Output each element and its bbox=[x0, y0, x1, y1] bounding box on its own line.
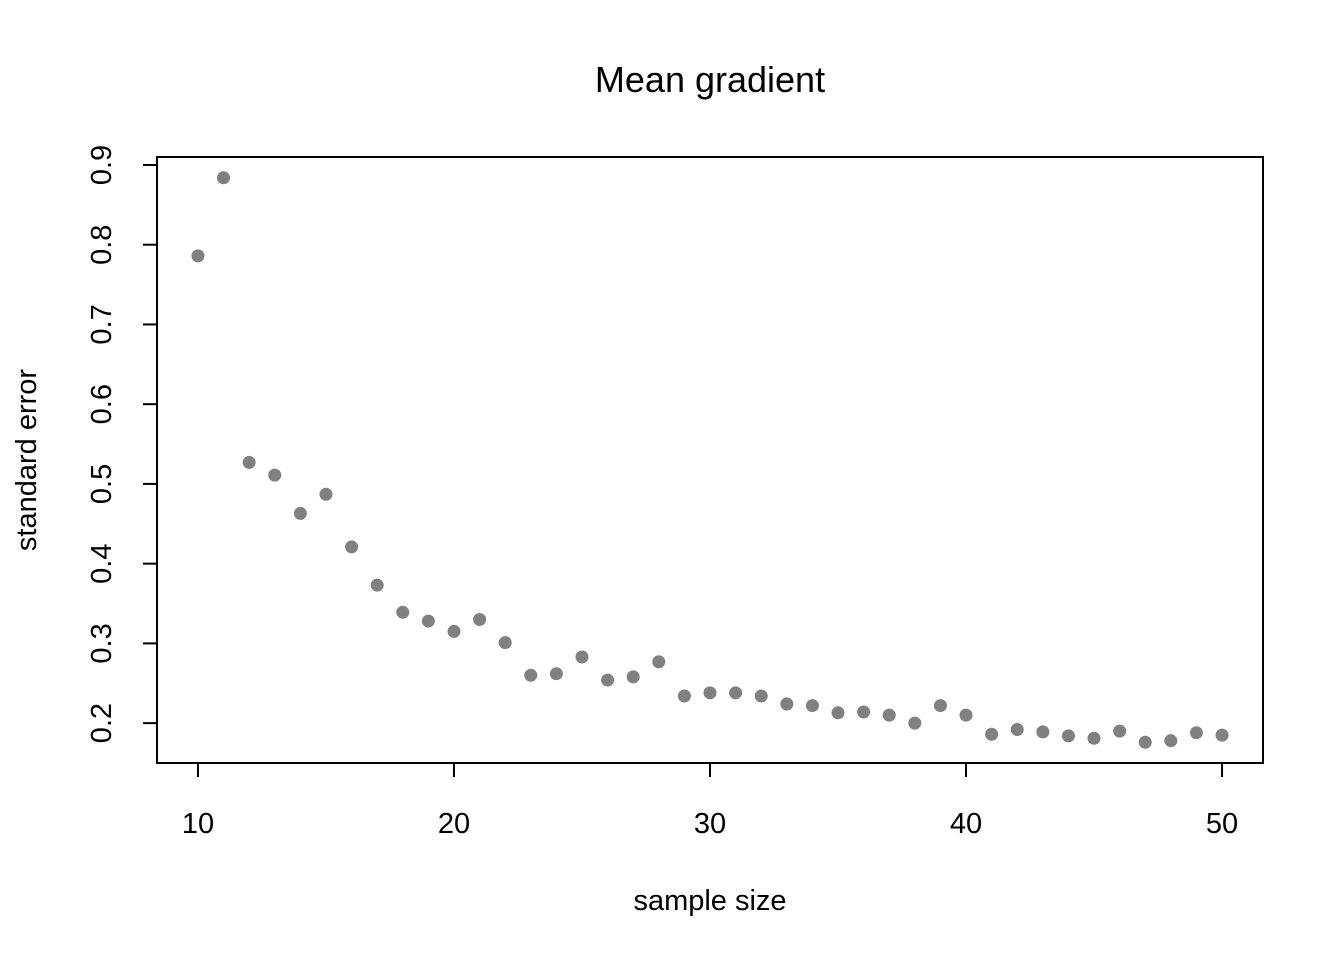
y-tick-label: 0.9 bbox=[86, 145, 118, 185]
x-axis: 10 20 30 40 50 bbox=[182, 762, 1238, 840]
x-axis-label: sample size bbox=[633, 885, 786, 917]
x-tick-label: 40 bbox=[950, 808, 982, 840]
y-tick-label: 0.5 bbox=[86, 464, 118, 504]
chart-title: Mean gradient bbox=[595, 59, 825, 100]
data-point bbox=[1138, 735, 1152, 749]
data-point bbox=[293, 506, 307, 520]
data-point bbox=[217, 171, 231, 185]
data-point bbox=[191, 249, 205, 263]
data-point bbox=[242, 455, 256, 469]
data-point bbox=[985, 727, 999, 741]
data-point bbox=[703, 686, 717, 700]
data-point bbox=[524, 668, 538, 682]
y-tick-label: 0.7 bbox=[86, 304, 118, 344]
x-tick-label: 50 bbox=[1206, 808, 1238, 840]
data-point bbox=[319, 487, 333, 501]
data-point bbox=[882, 708, 896, 722]
data-point bbox=[1113, 724, 1127, 738]
data-point bbox=[421, 614, 435, 628]
data-point bbox=[473, 612, 487, 626]
y-axis-label: standard error bbox=[11, 369, 43, 551]
data-point bbox=[1010, 723, 1024, 737]
y-tick-label: 0.8 bbox=[86, 225, 118, 265]
x-tick-label: 30 bbox=[694, 808, 726, 840]
x-tick-label: 10 bbox=[182, 808, 214, 840]
x-tick-label: 20 bbox=[438, 808, 470, 840]
data-point bbox=[1061, 729, 1075, 743]
data-point bbox=[396, 605, 410, 619]
data-point bbox=[601, 673, 615, 687]
data-point bbox=[754, 689, 768, 703]
data-point bbox=[447, 624, 461, 638]
y-tick-label: 0.3 bbox=[86, 623, 118, 663]
data-point bbox=[1087, 731, 1101, 745]
data-points bbox=[191, 171, 1229, 749]
data-point bbox=[729, 686, 743, 700]
data-point bbox=[857, 705, 871, 719]
data-point bbox=[345, 540, 359, 554]
data-point bbox=[805, 699, 819, 713]
data-point bbox=[780, 697, 794, 711]
data-point bbox=[831, 706, 845, 720]
data-point bbox=[370, 578, 384, 592]
y-tick-label: 0.6 bbox=[86, 384, 118, 424]
data-point bbox=[626, 670, 640, 684]
data-point bbox=[1215, 728, 1229, 742]
data-point bbox=[908, 716, 922, 730]
y-axis: 0.2 0.3 0.4 0.5 0.6 0.7 0.8 0.9 bbox=[86, 145, 158, 743]
data-point bbox=[1189, 726, 1203, 740]
y-tick-label: 0.2 bbox=[86, 703, 118, 743]
data-point bbox=[1036, 725, 1050, 739]
data-point bbox=[933, 699, 947, 713]
data-point bbox=[549, 667, 563, 681]
data-point bbox=[575, 650, 589, 664]
data-point bbox=[1164, 734, 1178, 748]
y-tick-label: 0.4 bbox=[86, 543, 118, 583]
data-point bbox=[677, 689, 691, 703]
plot-area-border bbox=[156, 156, 1264, 764]
data-point bbox=[268, 468, 282, 482]
data-point bbox=[959, 708, 973, 722]
data-point bbox=[652, 655, 666, 669]
data-point bbox=[498, 636, 512, 650]
